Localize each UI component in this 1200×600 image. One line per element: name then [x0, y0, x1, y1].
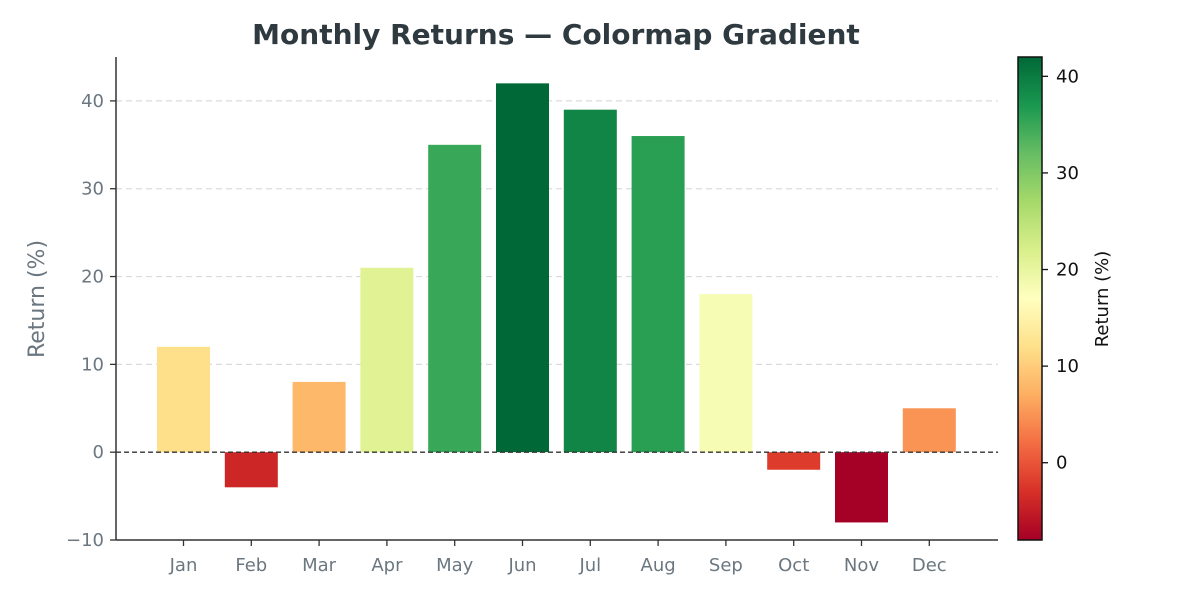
- colorbar-label: Return (%): [1092, 251, 1113, 348]
- x-tick-label: Jan: [169, 555, 198, 576]
- x-tick-label: May: [436, 555, 474, 576]
- x-tick-label: Sep: [709, 555, 743, 576]
- chart-title: Monthly Returns — Colormap Gradient: [252, 18, 860, 51]
- bar-aug: [631, 136, 685, 453]
- x-tick-label: Mar: [302, 555, 337, 576]
- y-tick-label: 10: [81, 354, 104, 375]
- y-tick-label: 20: [81, 267, 104, 288]
- y-ticks: −10 0 10 20 30 40: [66, 91, 116, 551]
- x-tick-label: Aug: [641, 555, 676, 576]
- y-tick-label: 40: [81, 91, 104, 112]
- y-tick-label: 0: [93, 442, 104, 463]
- colorbar: 0 10 20 30 40 Return (%): [1017, 56, 1113, 541]
- bar-feb: [224, 452, 278, 488]
- colorbar-tick-label: 10: [1056, 356, 1079, 377]
- colorbar-tick-label: 40: [1056, 66, 1079, 87]
- bar-jul: [563, 109, 617, 453]
- bar-mar: [292, 381, 346, 453]
- bar-dec: [902, 408, 956, 453]
- colorbar-tick-label: 20: [1056, 260, 1079, 281]
- x-tick-label: Feb: [235, 555, 267, 576]
- bar-nov: [835, 452, 888, 523]
- bar-oct: [767, 452, 821, 470]
- x-tick-label: Oct: [778, 555, 809, 576]
- y-axis-label: Return (%): [25, 240, 50, 358]
- bar-may: [428, 144, 482, 453]
- bar-apr: [360, 267, 414, 453]
- y-tick-label: −10: [66, 530, 104, 551]
- x-tick-label: Jun: [507, 555, 536, 576]
- bar-jan: [157, 346, 210, 453]
- colorbar-tick-label: 0: [1056, 453, 1067, 474]
- bar-sep: [699, 294, 753, 453]
- y-tick-label: 30: [81, 179, 104, 200]
- x-tick-label: Apr: [371, 555, 403, 576]
- colorbar-tick-label: 30: [1056, 163, 1079, 184]
- x-tick-label: Dec: [912, 555, 947, 576]
- x-tick-label: Jul: [578, 555, 601, 576]
- colorbar-ticks: 0 10 20 30 40: [1042, 66, 1079, 474]
- colorbar-gradient: [1017, 56, 1043, 541]
- bar-jun: [496, 83, 549, 453]
- axes: [115, 57, 998, 541]
- x-tick-label: Nov: [844, 555, 879, 576]
- bars: [157, 83, 956, 523]
- x-ticks: Jan Feb Mar Apr May Jun Jul Aug Sep Oct Nov Dec: [169, 540, 947, 576]
